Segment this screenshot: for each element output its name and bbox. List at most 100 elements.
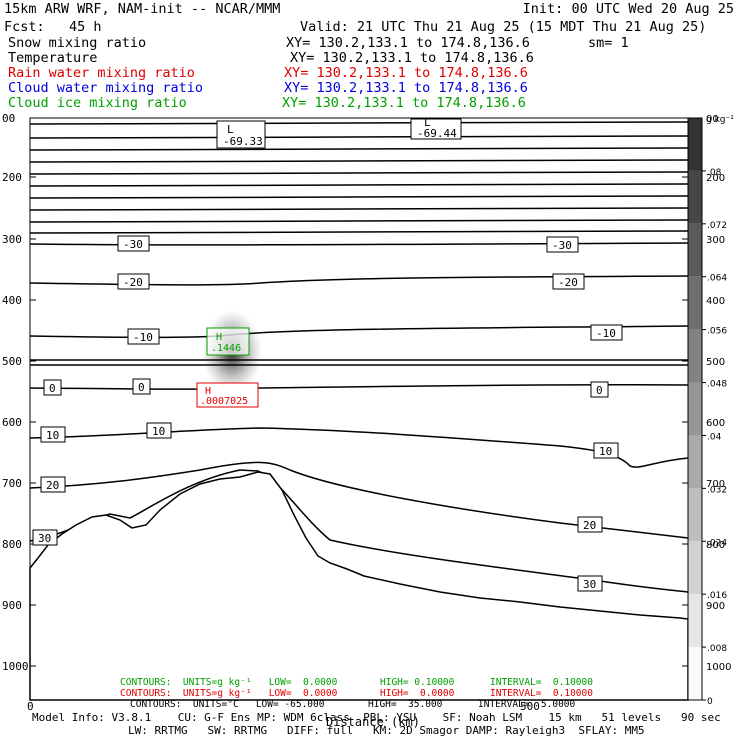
contours-temp-interval: INTERVAL= 5.0000 bbox=[478, 699, 576, 710]
colorbar-tick-label: .04 bbox=[707, 432, 722, 442]
colorbar-tick-label: .016 bbox=[707, 591, 727, 601]
y-axis-labels: 00 200 300 400 500 600 700 800 900 1000 bbox=[2, 112, 29, 673]
colorbar-band bbox=[688, 223, 702, 277]
y-tick-label: 400 bbox=[2, 294, 22, 307]
isotherm-label-box bbox=[40, 476, 66, 493]
field-cloudice-name: Cloud ice mixing ratio bbox=[8, 95, 187, 111]
y-tick-label-alt: 300 bbox=[706, 235, 725, 246]
field-cloudice-xy: XY= 130.2,133.1 to 174.8,136.6 bbox=[282, 95, 526, 111]
x-axis-label: Distance (km) bbox=[326, 715, 420, 729]
colorbar-tick-label: .024 bbox=[707, 538, 727, 548]
low-1-value: -69.33 bbox=[223, 135, 263, 148]
isotherm-line bbox=[29, 183, 689, 188]
contours-temp-high: HIGH= 35.000 bbox=[368, 699, 443, 710]
forecast-hour: Fcst: 45 h bbox=[4, 19, 102, 35]
field-temp-xy: XY= 130.2,133.1 to 174.8,136.6 bbox=[290, 50, 534, 66]
field-temp-name: Temperature bbox=[8, 50, 98, 66]
y-tick-label: 600 bbox=[2, 416, 22, 429]
y-tick-label: 200 bbox=[2, 171, 22, 184]
colorbar-tick-label: .032 bbox=[707, 485, 727, 495]
isotherm-label: 20 bbox=[46, 479, 59, 492]
isotherm-line bbox=[29, 230, 689, 235]
isotherm-label: 20 bbox=[583, 519, 596, 532]
cloud-ice-max: H .1446 bbox=[206, 327, 250, 356]
colorbar-band bbox=[688, 276, 702, 330]
contours-temp: CONTOURS: UNITS=°C LOW= -65.000 bbox=[130, 699, 325, 710]
svg-text:H: H bbox=[216, 332, 222, 343]
isotherm-line bbox=[29, 219, 689, 224]
colorbar-tick-label: .08 bbox=[707, 168, 722, 178]
isotherm-label: 30 bbox=[38, 532, 51, 545]
isotherm-label-box bbox=[593, 442, 619, 459]
isotherm-line bbox=[29, 195, 689, 200]
y-axis-labels-alt: 00 200 300 400 500 600 700 800 900 1000 bbox=[706, 114, 731, 673]
colorbar-tick-label: .056 bbox=[707, 327, 727, 337]
rain-max-value: .0007025 bbox=[200, 396, 248, 407]
isotherm-label: 10 bbox=[46, 429, 59, 442]
colorbar-band bbox=[688, 541, 702, 595]
isotherm-label: 10 bbox=[599, 445, 612, 458]
isotherm-label: -20 bbox=[123, 276, 143, 289]
y-tick-label-alt: 600 bbox=[706, 418, 725, 429]
y-tick-label-alt: 900 bbox=[706, 601, 725, 612]
colorbar-tick-label: .064 bbox=[707, 274, 727, 284]
valid-time: Valid: 21 UTC Thu 21 Aug 25 (15 MDT Thu … bbox=[300, 19, 707, 35]
model-info-line1: Model Info: V3.8.1 CU: G-F Ens MP: WDM 6… bbox=[32, 711, 721, 724]
isotherm-label: 10 bbox=[152, 425, 165, 438]
y-tick-label: 500 bbox=[2, 355, 22, 368]
y-tick-label: 900 bbox=[2, 599, 22, 612]
isotherm-line bbox=[29, 147, 689, 152]
isotherm-label-box bbox=[552, 273, 585, 290]
low-2-value: -69.44 bbox=[417, 127, 457, 140]
colorbar-band bbox=[688, 329, 702, 383]
isotherm-labels: -30 -30 -20 -20 -10 -10 0 0 0 10 10 10 20 20 30 30 bbox=[32, 235, 623, 592]
colorbar-band bbox=[688, 594, 702, 648]
svg-text:H: H bbox=[205, 386, 211, 397]
isotherm-label: -30 bbox=[123, 238, 143, 251]
field-snow-smooth: sm= 1 bbox=[588, 35, 629, 51]
isotherm-label: -10 bbox=[596, 327, 616, 340]
isotherm-label-box bbox=[43, 379, 62, 396]
y-tick-label-alt: 200 bbox=[706, 173, 725, 184]
colorbar-labels: 0 .008 .016 .024 .032 .04 .048 .056 .064 .072 .08 bbox=[702, 168, 727, 707]
colorbar bbox=[687, 117, 703, 701]
y-tick-label-alt: 700 bbox=[706, 479, 725, 490]
y-tick-label: 00 bbox=[2, 112, 15, 125]
isotherm-label: -30 bbox=[552, 239, 572, 252]
colorbar-tick-label: .008 bbox=[707, 644, 727, 654]
colorbar-band bbox=[688, 382, 702, 436]
isotherm-label-box bbox=[117, 273, 150, 290]
y-tick-label: 800 bbox=[2, 538, 22, 551]
y-tick-label: 1000 bbox=[2, 660, 29, 673]
isotherm-line bbox=[29, 364, 689, 367]
isotherm-label-box bbox=[577, 575, 603, 592]
isotherm-label: 0 bbox=[596, 384, 603, 397]
rain-max: H .0007025 bbox=[196, 382, 259, 408]
isotherm-line bbox=[29, 207, 689, 212]
isotherm-label-box bbox=[132, 378, 151, 395]
contours-rain: CONTOURS: UNITS=g kg⁻¹ LOW= 0.0000 bbox=[120, 688, 338, 699]
colorbar-band bbox=[688, 647, 702, 700]
svg-text:L: L bbox=[227, 123, 234, 136]
colorbar-band bbox=[688, 488, 702, 542]
colorbar-tick-label: .072 bbox=[707, 221, 727, 231]
colorbar-tick-label: 0 bbox=[707, 697, 713, 707]
colorbar-tick-label: .048 bbox=[707, 380, 727, 390]
isotherm-label-box bbox=[577, 516, 603, 533]
isotherm-label-box bbox=[546, 236, 579, 253]
isotherm-label-box bbox=[40, 426, 66, 443]
isotherm-label: -20 bbox=[558, 276, 578, 289]
isotherm-line bbox=[29, 242, 689, 246]
field-snow-name: Snow mixing ratio bbox=[8, 35, 147, 51]
low-1: L -69.33 bbox=[216, 120, 266, 149]
field-cloudwater-name: Cloud water mixing ratio bbox=[8, 80, 204, 96]
y-tick-label-alt: 400 bbox=[706, 296, 725, 307]
y-tick-label: 300 bbox=[2, 233, 22, 246]
isotherm-line bbox=[29, 135, 689, 140]
svg-text:L: L bbox=[424, 116, 431, 129]
model-info-line2: LW: RRTMG SW: RRTMG DIFF: full KM: 2D Sm… bbox=[128, 724, 645, 737]
init-time: Init: 00 UTC Wed 20 Aug 25 bbox=[522, 1, 734, 17]
x-tick-0: 0 bbox=[27, 700, 34, 713]
isotherm-label-box bbox=[117, 235, 150, 252]
